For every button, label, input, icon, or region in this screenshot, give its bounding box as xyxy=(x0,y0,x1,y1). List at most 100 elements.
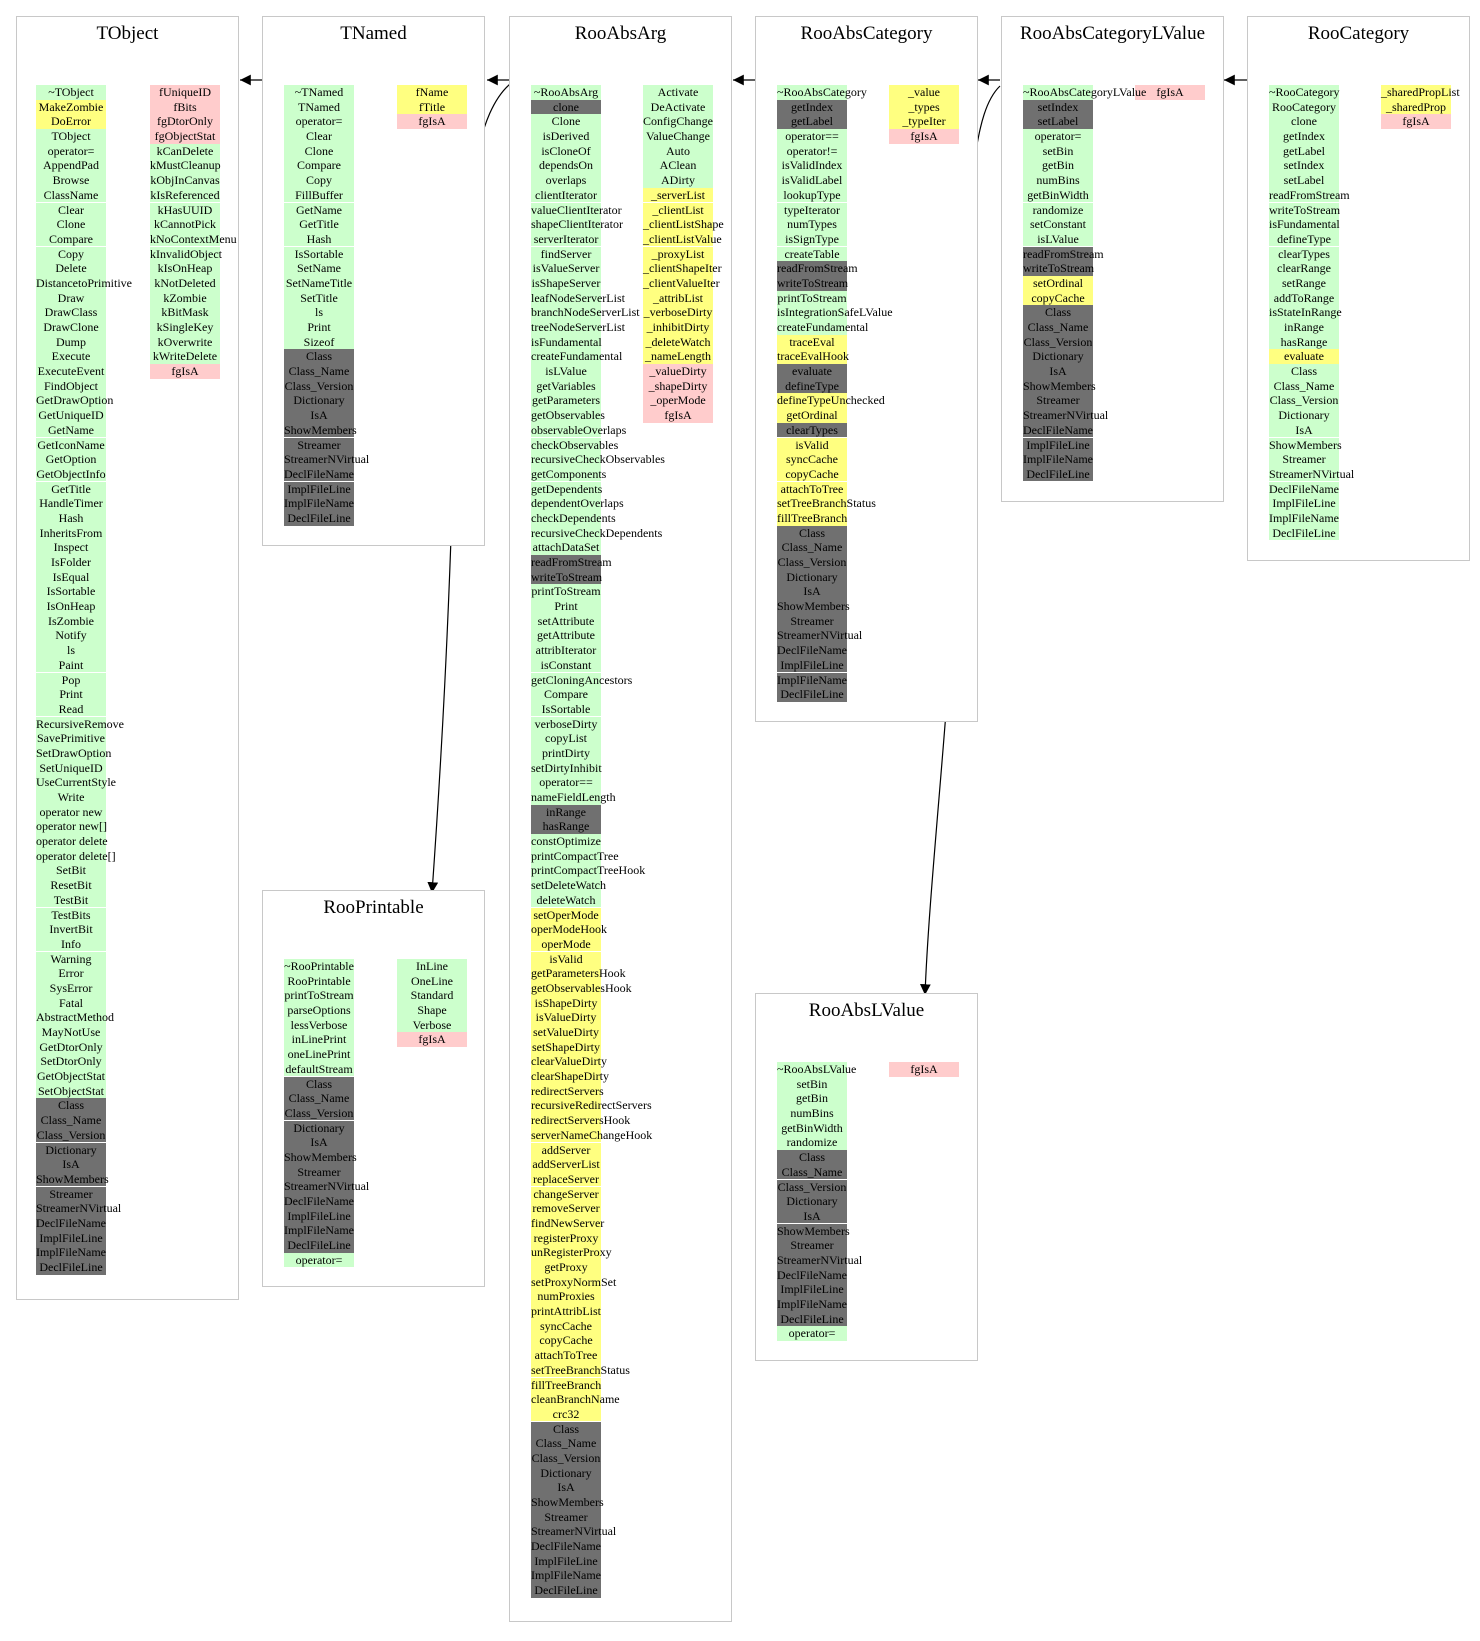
entry-label: Pop xyxy=(61,672,81,687)
method-entry: SetName xyxy=(284,261,354,276)
entry-label: lookupType xyxy=(783,187,841,202)
class-tnamed: TNamed ~TNamed TNamed operator= Clear Clone C… xyxy=(262,16,485,546)
entry-label: hasRange xyxy=(542,819,590,834)
entry-label: DeclFileLine xyxy=(780,687,844,702)
method-entry: Class_Version xyxy=(531,1450,601,1466)
method-entry: ImplFileLine xyxy=(1023,437,1093,453)
entry-label: IsA xyxy=(1049,364,1067,379)
method-entry: setIndex xyxy=(1023,99,1093,115)
entry-label: attachToTree xyxy=(534,1348,598,1363)
entry-label: createFundamental xyxy=(531,349,623,364)
method-entry: recursiveCheckObservables xyxy=(531,452,665,467)
entry-label: cleanBranchName xyxy=(531,1392,620,1407)
entry-label: ShowMembers xyxy=(777,1223,850,1238)
entry-label: IsA xyxy=(62,1157,80,1172)
entry-label: isValidLabel xyxy=(781,173,843,188)
entry-label: DeclFileName xyxy=(531,1539,601,1554)
member-list: fgIsA xyxy=(889,1062,959,1077)
method-entry: inRange xyxy=(531,804,601,820)
method-entry: inRange xyxy=(1269,320,1339,335)
entry-label: StreamerNVirtual xyxy=(284,452,370,467)
method-entry: setBin xyxy=(777,1076,847,1092)
member-entry: fBits xyxy=(150,99,220,115)
method-entry: crc32 xyxy=(531,1406,601,1422)
entry-label: dependentOverlaps xyxy=(531,496,624,511)
entry-label: operator== xyxy=(785,129,839,144)
method-entry: GetName xyxy=(36,422,106,438)
method-entry: isLValue xyxy=(1023,231,1093,247)
entry-label: _valueDirty xyxy=(649,364,707,379)
entry-label: StreamerNVirtual xyxy=(777,1252,863,1267)
entry-label: kNoContextMenu xyxy=(150,231,237,246)
member-entry: _clientListValue xyxy=(643,231,722,247)
method-entry: setShapeDirty xyxy=(531,1039,601,1055)
method-entry: TNamed xyxy=(284,99,354,115)
entry-label: Class_Name xyxy=(1027,320,1089,334)
entry-label: Class xyxy=(552,1421,579,1436)
method-entry: SetObjectStat xyxy=(36,1083,106,1099)
entry-label: addServer xyxy=(541,1142,591,1157)
entry-label: OneLine xyxy=(411,973,453,988)
entry-label: getLabel xyxy=(1283,143,1325,158)
entry-label: changeServer xyxy=(533,1186,599,1201)
entry-label: Class xyxy=(1290,364,1317,379)
method-entry: Class xyxy=(1023,305,1093,320)
method-entry: unRegisterProxy xyxy=(531,1245,612,1260)
method-entry: Compare xyxy=(284,158,354,174)
method-entry: Browse xyxy=(36,173,106,188)
entry-label: operMode xyxy=(541,936,591,951)
method-entry: Print xyxy=(284,320,354,335)
entry-label: Execute xyxy=(51,349,91,364)
entry-label: readFromStream xyxy=(777,261,858,276)
method-entry: getBinWidth xyxy=(777,1120,847,1136)
method-entry: IsA xyxy=(1023,364,1093,379)
entry-label: setLabel xyxy=(1283,173,1325,188)
method-entry: IsSortable xyxy=(284,246,354,262)
method-entry: AppendPad xyxy=(36,158,106,174)
entry-label: DeclFileLine xyxy=(287,1238,351,1253)
method-entry: DeclFileLine xyxy=(36,1260,106,1275)
method-entry: GetObjectStat xyxy=(36,1069,106,1084)
entry-label: evaluate xyxy=(1284,349,1324,364)
entry-label: isIntegrationSafeLValue xyxy=(777,305,893,320)
entry-label: Class xyxy=(57,1098,84,1113)
entry-label: SetUniqueID xyxy=(39,760,103,775)
entry-label: ShowMembers xyxy=(777,599,850,614)
entry-label: clearTypes xyxy=(1278,246,1330,261)
member-entry: _clientList xyxy=(643,202,713,218)
member-entry: _operMode xyxy=(643,393,713,409)
entry-label: isValueServer xyxy=(532,261,600,276)
entry-label: Print xyxy=(307,320,331,334)
method-entry: Streamer xyxy=(1023,393,1093,409)
entry-label: writeToStream xyxy=(1023,261,1095,276)
method-entry: setTreeBranchStatus xyxy=(777,496,876,511)
method-entry: Class xyxy=(284,349,354,364)
entry-label: Class_Name xyxy=(781,540,843,555)
method-entry: FillBuffer xyxy=(284,187,354,203)
entry-label: ImplFileName xyxy=(1023,452,1093,467)
entry-label: setRange xyxy=(1282,275,1326,290)
method-entry: checkDependents xyxy=(531,510,616,526)
member-entry: _nameLength xyxy=(643,349,713,364)
entry-label: fgIsA xyxy=(1402,114,1430,129)
method-entry: ShowMembers xyxy=(284,1149,357,1165)
method-entry: operator= xyxy=(284,114,354,129)
class-rooabscategorylvalue: RooAbsCategoryLValue ~RooAbsCategoryLVal… xyxy=(1001,16,1224,502)
member-entry: _serverList xyxy=(643,187,713,203)
entry-label: Streamer xyxy=(790,1238,834,1253)
method-entry: Class xyxy=(531,1421,601,1437)
method-entry: ImplFileName xyxy=(777,1297,847,1312)
method-entry: printCompactTreeHook xyxy=(531,863,645,879)
member-entry: _types xyxy=(889,99,959,115)
entry-label: printCompactTree xyxy=(531,848,619,863)
method-entry: writeToStream xyxy=(777,275,849,291)
entry-label: writeToStream xyxy=(777,275,849,290)
entry-label: getOrdinal xyxy=(786,408,838,423)
entry-label: operator delete xyxy=(36,834,108,849)
member-entry: kBitMask xyxy=(150,305,220,320)
entry-label: clientIterator xyxy=(535,187,597,202)
entry-label: _attribList xyxy=(653,290,703,305)
method-list: ~RooAbsArg clone Clone isDerived isCloneOf de… xyxy=(531,85,665,1598)
entry-label: treeNodeServerList xyxy=(531,320,625,334)
entry-label: getProxy xyxy=(544,1260,588,1274)
